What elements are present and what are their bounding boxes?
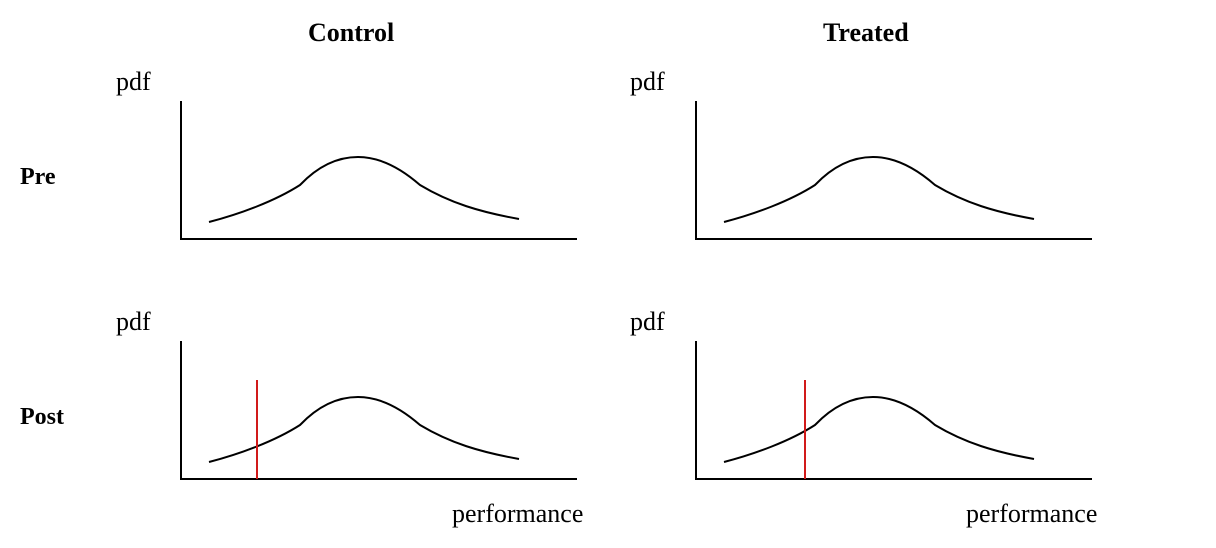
panel-control-pre xyxy=(180,101,577,240)
axes xyxy=(180,341,577,480)
y-axis-label-treated-post: pdf xyxy=(630,307,665,336)
density-curve xyxy=(208,155,520,223)
panel-treated-pre xyxy=(695,101,1092,240)
panel-treated-post xyxy=(695,341,1092,480)
y-axis-label-treated-pre: pdf xyxy=(630,67,665,96)
density-curve xyxy=(723,155,1035,223)
x-axis-label-treated: performance xyxy=(966,499,1098,528)
row-label-post: Post xyxy=(20,404,64,430)
column-title-control: Control xyxy=(308,18,395,47)
axes xyxy=(695,341,1092,480)
x-axis-label-control: performance xyxy=(452,499,584,528)
axes xyxy=(180,101,577,240)
density-curve xyxy=(723,395,1035,463)
y-axis-label-control-pre: pdf xyxy=(116,67,151,96)
axes xyxy=(695,101,1092,240)
y-axis-label-control-post: pdf xyxy=(116,307,151,336)
column-title-treated: Treated xyxy=(823,18,909,47)
panel-control-post xyxy=(180,341,577,480)
density-curve xyxy=(208,395,520,463)
row-label-pre: Pre xyxy=(20,164,56,190)
